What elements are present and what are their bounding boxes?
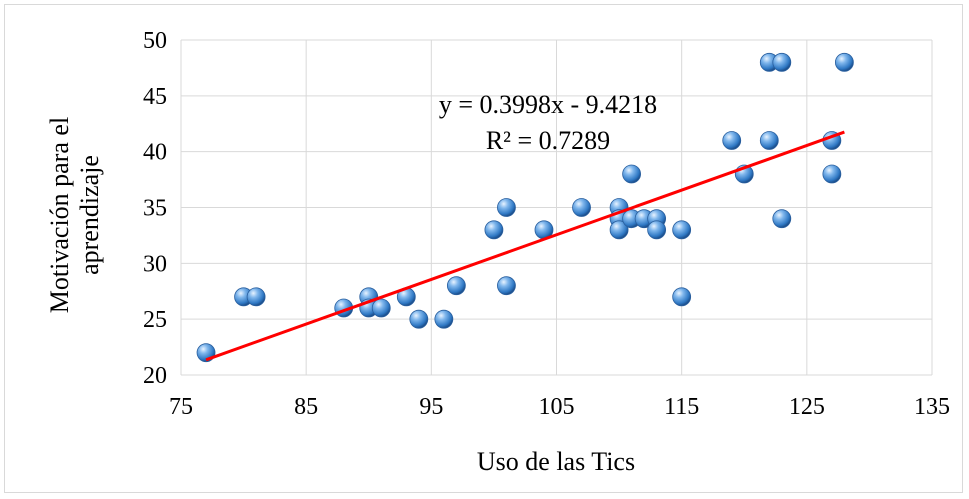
data-point: [409, 309, 429, 329]
gridlines: [180, 39, 933, 376]
data-point: [434, 309, 454, 329]
y-tick-labels: 20 25 30 35 40 45 50: [143, 28, 167, 389]
y-tick-label: 40: [143, 140, 167, 166]
trendline-equation: y = 0.3998x - 9.4218: [439, 90, 657, 119]
x-tick-label: 125: [789, 394, 825, 420]
x-tick-label: 85: [294, 394, 318, 420]
x-tick-label: 135: [914, 394, 950, 420]
data-point: [497, 198, 516, 217]
r-squared-label: R² = 0.7289: [486, 126, 610, 155]
data-point: [822, 164, 842, 184]
data-point: [246, 287, 266, 307]
data-point: [622, 164, 641, 184]
chart-frame: [4, 4, 963, 493]
x-tick-label: 115: [664, 394, 699, 420]
data-point: [834, 52, 854, 72]
data-point: [722, 131, 742, 150]
data-point: [609, 220, 629, 240]
data-point: [759, 131, 779, 150]
data-point: [672, 220, 692, 240]
y-tick-label: 50: [143, 28, 167, 54]
y-axis-title: Motivación para el aprendizaje: [45, 117, 104, 313]
data-points: [196, 52, 854, 363]
data-point: [497, 276, 516, 296]
data-point: [484, 220, 504, 240]
y-tick-label: 20: [143, 363, 167, 389]
x-tick-label: 95: [419, 394, 443, 420]
x-axis-title: Uso de las Tics: [477, 447, 635, 476]
y-tick-label: 30: [143, 251, 167, 277]
data-point: [371, 298, 391, 318]
data-point: [572, 198, 591, 217]
x-tick-label: 105: [539, 394, 575, 420]
data-point: [672, 287, 692, 307]
x-tick-labels: 75 85 95 105 115 125 135: [169, 394, 950, 420]
data-point: [772, 52, 792, 72]
data-point: [772, 209, 792, 229]
data-point: [446, 276, 466, 296]
trendline: [205, 130, 845, 362]
y-axis-title-line-2: aprendizaje: [75, 155, 104, 275]
y-tick-label: 25: [143, 307, 167, 333]
y-axis-title-line-1: Motivación para el: [45, 117, 74, 313]
x-tick-label: 75: [169, 394, 193, 420]
y-tick-label: 45: [143, 84, 167, 110]
y-tick-label: 35: [143, 196, 167, 222]
data-point: [647, 220, 667, 240]
